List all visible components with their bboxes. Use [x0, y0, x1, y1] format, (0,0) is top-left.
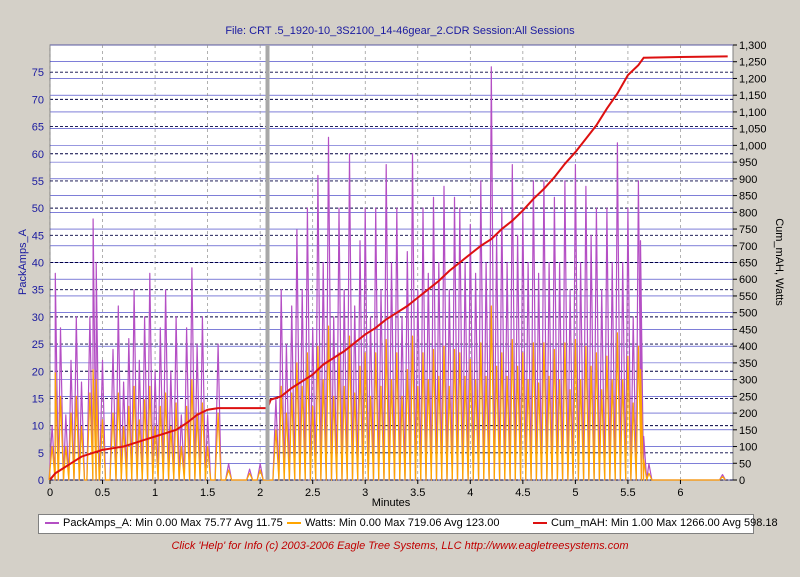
- y-right-tick-label: 450: [739, 324, 757, 336]
- legend-item-packamps: PackAmps_A: Min 0.00 Max 75.77 Avg 11.75: [45, 517, 283, 529]
- legend-swatch-watts: [287, 522, 301, 525]
- y-right-tick-label: 550: [739, 291, 757, 303]
- y-right-tick-label: 650: [739, 258, 757, 270]
- series-packamps: [48, 66, 727, 481]
- y-right-tick-label: 400: [739, 341, 757, 353]
- legend-text-watts: Watts: Min 0.00 Max 719.06 Avg 123.00: [305, 517, 500, 529]
- y-left-tick-label: 35: [32, 285, 44, 297]
- y-left-tick-label: 45: [32, 230, 44, 242]
- y-axis-left: 0 5 10 15 20 25 30 35 40 45 50 55 60 65 70 75: [32, 67, 44, 487]
- x-tick-label: 6: [677, 487, 683, 499]
- y-left-tick-label: 20: [32, 366, 44, 378]
- y-axis-right: 0 50 100 150 200 250 300 350 400 450 500 550 600 650 7…: [733, 40, 767, 487]
- legend-item-cum-mah: Cum_mAH: Min 1.00 Max 1266.00 Avg 598.18: [533, 517, 778, 529]
- legend-text-cum-mah: Cum_mAH: Min 1.00 Max 1266.00 Avg 598.18: [551, 517, 778, 529]
- y-right-tick-label: 600: [739, 274, 757, 286]
- y-right-tick-label: 100: [739, 442, 757, 454]
- y-left-tick-label: 60: [32, 149, 44, 161]
- legend-swatch-packamps: [45, 522, 59, 525]
- y-right-tick-label: 850: [739, 191, 757, 203]
- x-tick-label: 1: [152, 487, 158, 499]
- y-left-tick-label: 15: [32, 393, 44, 405]
- y-right-tick-label: 1,300: [739, 40, 767, 52]
- y-axis-right-label: Cum_mAH, Watts: [773, 218, 785, 306]
- x-tick-label: 4.5: [515, 487, 530, 499]
- footer-credits: Click 'Help' for Info (c) 2003-2006 Eagl…: [171, 540, 629, 552]
- x-tick-label: 1.5: [200, 487, 215, 499]
- x-tick-label: 0.5: [95, 487, 110, 499]
- y-right-tick-label: 200: [739, 408, 757, 420]
- y-right-tick-label: 700: [739, 241, 757, 253]
- y-right-tick-label: 1,150: [739, 90, 767, 102]
- chart-title: File: CRT .5_1920-10_3S2100_14-46gear_2.…: [225, 25, 575, 37]
- legend-item-watts: Watts: Min 0.00 Max 719.06 Avg 123.00: [287, 517, 499, 529]
- x-tick-label: 2: [257, 487, 263, 499]
- y-right-tick-label: 250: [739, 391, 757, 403]
- y-right-tick-label: 950: [739, 157, 757, 169]
- y-right-tick-label: 900: [739, 174, 757, 186]
- y-right-tick-label: 750: [739, 224, 757, 236]
- legend-swatch-cum-mah: [533, 522, 547, 525]
- y-right-tick-label: 500: [739, 308, 757, 320]
- y-left-tick-label: 75: [32, 67, 44, 79]
- legend: PackAmps_A: Min 0.00 Max 75.77 Avg 11.75…: [38, 514, 778, 534]
- y-right-tick-label: 50: [739, 458, 751, 470]
- y-right-tick-label: 1,000: [739, 140, 767, 152]
- y-right-tick-label: 350: [739, 358, 757, 370]
- y-right-tick-label: 1,250: [739, 57, 767, 69]
- x-tick-label: 0: [47, 487, 53, 499]
- y-left-tick-label: 50: [32, 203, 44, 215]
- x-axis-label: Minutes: [372, 497, 411, 509]
- series-layer: [48, 55, 728, 481]
- x-tick-label: 3.5: [410, 487, 425, 499]
- y-left-tick-label: 65: [32, 122, 44, 134]
- y-right-tick-label: 1,050: [739, 124, 767, 136]
- y-axis-left-label: PackAmps_A: [17, 228, 29, 295]
- x-tick-label: 5.5: [620, 487, 635, 499]
- y-right-tick-label: 800: [739, 207, 757, 219]
- y-left-tick-label: 25: [32, 339, 44, 351]
- x-tick-label: 3: [362, 487, 368, 499]
- session-break: [265, 45, 270, 480]
- y-right-tick-label: 150: [739, 425, 757, 437]
- x-tick-label: 2.5: [305, 487, 320, 499]
- x-tick-label: 4: [467, 487, 473, 499]
- y-right-tick-label: 300: [739, 375, 757, 387]
- y-left-tick-label: 10: [32, 421, 44, 433]
- x-axis: 0 0.5 1 1.5 2 2.5 3 3.5 4 4.5 5 5.5 6: [47, 480, 684, 499]
- legend-text-packamps: PackAmps_A: Min 0.00 Max 75.77 Avg 11.75: [63, 517, 283, 529]
- x-tick-label: 5: [572, 487, 578, 499]
- y-left-tick-label: 55: [32, 176, 44, 188]
- y-left-tick-label: 0: [38, 475, 44, 487]
- y-left-tick-label: 30: [32, 312, 44, 324]
- y-left-tick-label: 70: [32, 94, 44, 106]
- series-cum-mah: [49, 55, 728, 481]
- y-left-tick-label: 5: [38, 448, 44, 460]
- y-right-tick-label: 0: [739, 475, 745, 487]
- chart-plot: 0 0.5 1 1.5 2 2.5 3 3.5 4 4.5 5 5.5 6 0 5 10 15 20 25 30 35…: [17, 40, 785, 509]
- y-left-tick-label: 40: [32, 258, 44, 270]
- y-right-tick-label: 1,100: [739, 107, 767, 119]
- y-right-tick-label: 1,200: [739, 73, 767, 85]
